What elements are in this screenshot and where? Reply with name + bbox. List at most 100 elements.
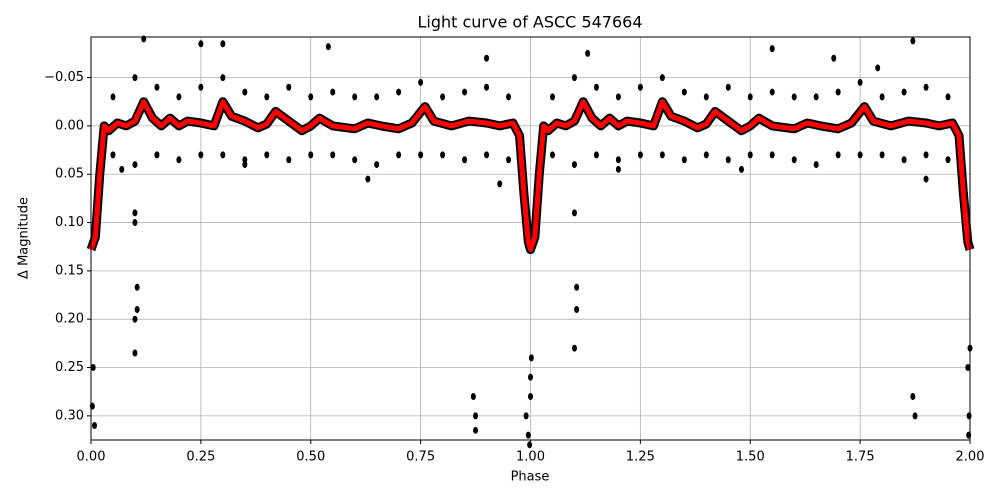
data-point xyxy=(132,74,138,82)
data-point xyxy=(791,93,797,101)
data-point xyxy=(497,180,503,188)
data-point xyxy=(264,151,270,159)
data-point xyxy=(473,412,479,420)
data-point xyxy=(637,151,643,159)
data-point xyxy=(506,93,512,101)
y-tick-label: 0.15 xyxy=(55,263,84,278)
data-point xyxy=(134,283,140,291)
data-point xyxy=(945,93,951,101)
data-point xyxy=(92,422,98,430)
data-point xyxy=(220,40,226,48)
data-point xyxy=(198,40,204,48)
data-point xyxy=(923,83,929,91)
y-tick-label: 0.10 xyxy=(55,215,84,230)
y-tick-label: 0.20 xyxy=(55,312,84,327)
data-point xyxy=(910,37,916,45)
data-point xyxy=(462,88,468,96)
data-point xyxy=(659,74,665,82)
data-point xyxy=(484,83,490,91)
data-point xyxy=(738,165,744,173)
data-point xyxy=(769,45,775,53)
data-point xyxy=(330,88,336,96)
data-point xyxy=(769,151,775,159)
data-point xyxy=(681,156,687,164)
data-point xyxy=(527,441,533,449)
data-point xyxy=(901,88,907,96)
data-point xyxy=(831,54,837,62)
data-point xyxy=(879,93,885,101)
data-point xyxy=(593,83,599,91)
data-point xyxy=(637,83,643,91)
x-tick-label: 0.75 xyxy=(406,450,435,465)
data-point xyxy=(523,412,529,420)
data-point xyxy=(835,151,841,159)
data-point xyxy=(132,349,138,357)
data-point xyxy=(176,156,182,164)
data-point xyxy=(286,83,292,91)
data-point xyxy=(462,156,468,164)
data-point xyxy=(813,93,819,101)
data-point xyxy=(154,151,160,159)
data-point xyxy=(615,156,621,164)
data-point xyxy=(308,151,314,159)
data-point xyxy=(484,54,490,62)
data-point xyxy=(835,88,841,96)
x-tick-label: 1.25 xyxy=(626,450,655,465)
data-point xyxy=(910,393,916,401)
data-point xyxy=(352,93,358,101)
data-point xyxy=(220,151,226,159)
x-tick-label: 2.00 xyxy=(956,450,985,465)
data-point xyxy=(470,393,476,401)
data-point xyxy=(875,64,881,72)
data-point xyxy=(571,344,577,352)
data-point xyxy=(154,83,160,91)
data-point xyxy=(681,88,687,96)
data-point xyxy=(769,88,775,96)
y-tick-label: 0.25 xyxy=(55,360,84,375)
data-point xyxy=(308,93,314,101)
data-point xyxy=(901,156,907,164)
data-point xyxy=(396,151,402,159)
data-point xyxy=(440,151,446,159)
data-point xyxy=(132,219,138,227)
data-point xyxy=(264,93,270,101)
data-point xyxy=(119,165,125,173)
data-point xyxy=(923,175,929,183)
data-point xyxy=(615,93,621,101)
data-point xyxy=(879,151,885,159)
plot-area xyxy=(86,35,975,449)
data-point xyxy=(396,88,402,96)
data-point xyxy=(593,151,599,159)
data-point xyxy=(549,93,555,101)
data-point xyxy=(440,93,446,101)
data-point xyxy=(528,393,533,401)
y-tick-label: 0.05 xyxy=(55,167,84,182)
ticks: 0.00 0.25 0.50 0.75 1.00 1.25 1.50 1.75 2.00 −0.0… xyxy=(44,70,984,464)
data-point xyxy=(965,364,971,372)
data-point xyxy=(352,156,358,164)
x-tick-label: 0.25 xyxy=(186,450,215,465)
data-point xyxy=(747,93,753,101)
data-point xyxy=(725,83,731,91)
data-point xyxy=(418,78,424,86)
data-point xyxy=(571,74,577,82)
y-tick-label: −0.05 xyxy=(44,70,84,85)
data-point xyxy=(132,161,138,169)
data-point xyxy=(912,412,918,420)
data-point xyxy=(747,151,753,159)
data-point xyxy=(176,93,182,101)
data-point xyxy=(574,306,580,314)
data-point xyxy=(506,156,512,164)
x-tick-label: 1.75 xyxy=(846,450,875,465)
data-point xyxy=(134,306,140,314)
model-curve xyxy=(88,99,973,253)
data-point xyxy=(574,283,580,291)
data-point xyxy=(966,412,972,420)
data-point xyxy=(132,209,138,217)
data-point xyxy=(418,151,424,159)
data-point xyxy=(525,431,531,439)
data-point xyxy=(90,364,96,372)
data-point xyxy=(242,161,248,169)
